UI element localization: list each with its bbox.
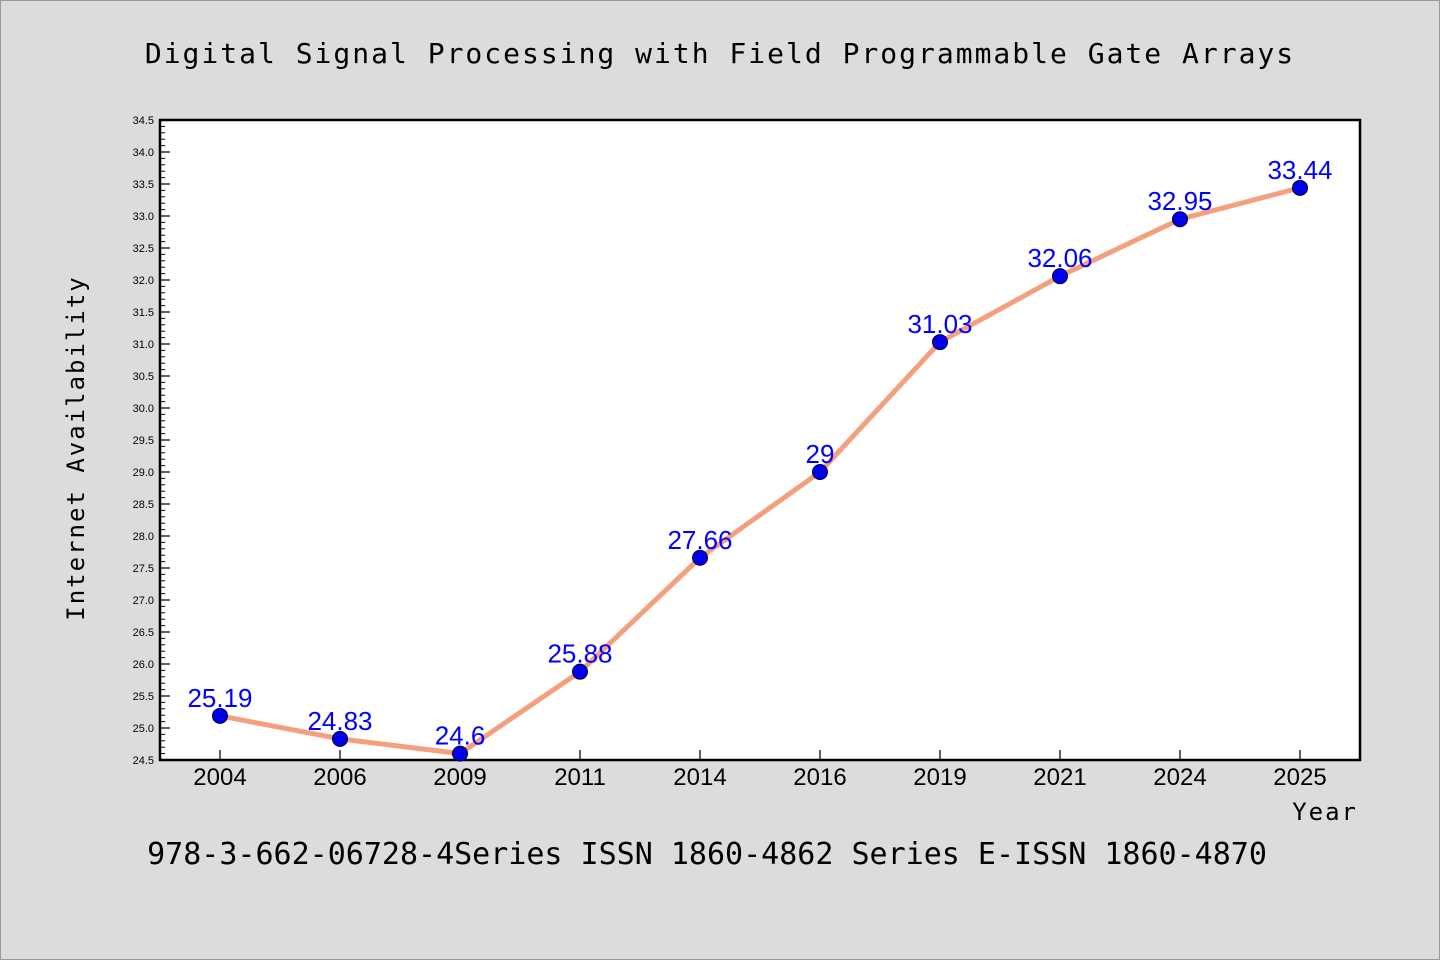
data-point <box>1172 211 1188 228</box>
y-tick-label: 29.5 <box>133 435 154 447</box>
data-point <box>212 707 228 724</box>
x-axis-label: Year <box>1292 798 1358 826</box>
y-tick-label: 28.0 <box>133 531 154 543</box>
data-point <box>332 730 348 747</box>
y-tick-label: 33.0 <box>133 211 154 223</box>
data-markers <box>212 179 1308 762</box>
y-axis-label: Internet Availability <box>62 275 90 620</box>
x-tick-label: 2025 <box>1273 764 1326 791</box>
data-point <box>572 663 588 680</box>
y-tick-label: 33.5 <box>133 179 154 191</box>
data-point <box>932 334 948 351</box>
y-tick-label: 34.5 <box>133 115 154 127</box>
x-axis: 2004 2006 2009 2011 2014 2016 2019 2021 2024 2025 <box>193 750 1327 791</box>
data-label: 24.6 <box>435 721 486 751</box>
y-tick-label: 31.5 <box>133 307 154 319</box>
x-tick-label: 2016 <box>793 764 846 791</box>
x-tick-label: 2004 <box>193 764 246 791</box>
y-tick-label: 27.0 <box>133 595 154 607</box>
data-labels: 25.19 24.83 24.6 25.88 27.66 29 31.03 32.06 32.9… <box>187 155 1332 751</box>
data-label: 32.06 <box>1027 243 1092 273</box>
x-tick-label: 2006 <box>313 764 366 791</box>
data-point <box>452 745 468 762</box>
data-label: 32.95 <box>1147 186 1212 216</box>
y-tick-label: 34.0 <box>133 147 154 159</box>
y-tick-label: 31.0 <box>133 339 154 351</box>
y-tick-label: 26.5 <box>133 627 154 639</box>
y-tick-label: 32.0 <box>133 275 154 287</box>
data-point <box>1292 179 1308 196</box>
y-tick-label: 27.5 <box>133 563 154 575</box>
x-tick-label: 2021 <box>1033 764 1086 791</box>
data-label: 25.19 <box>187 683 252 713</box>
y-tick-label: 25.5 <box>133 691 154 703</box>
data-label: 24.83 <box>307 706 372 736</box>
x-tick-label: 2011 <box>554 764 606 791</box>
y-tick-label: 29.0 <box>133 467 154 479</box>
data-point <box>812 464 828 480</box>
series-line <box>217 185 1303 757</box>
y-axis: 24.5 25.0 25.5 26.0 26.5 27.0 27.5 28.0 28.5 29.0… <box>133 115 170 767</box>
data-point <box>1052 268 1068 285</box>
data-point <box>692 549 708 566</box>
x-tick-label: 2024 <box>1153 764 1206 791</box>
data-label: 33.44 <box>1267 155 1332 185</box>
y-tick-label: 30.0 <box>133 403 154 415</box>
data-label: 29 <box>806 439 835 469</box>
data-label: 27.66 <box>667 525 732 555</box>
y-tick-label: 30.5 <box>133 371 154 383</box>
data-label: 25.88 <box>547 639 612 669</box>
chart-subtitle: 978-3-662-06728-4Series ISSN 1860-4862 S… <box>147 837 1267 872</box>
y-tick-label: 26.0 <box>133 659 154 671</box>
y-tick-label: 25.0 <box>133 723 154 735</box>
y-tick-label: 32.5 <box>133 243 154 255</box>
data-label: 31.03 <box>907 309 972 339</box>
y-tick-label: 28.5 <box>133 499 154 511</box>
chart-title: Digital Signal Processing with Field Pro… <box>145 37 1295 70</box>
x-tick-label: 2019 <box>913 764 966 791</box>
x-tick-label: 2014 <box>673 764 726 791</box>
y-tick-label: 24.5 <box>133 755 154 767</box>
x-tick-label: 2009 <box>433 764 486 791</box>
